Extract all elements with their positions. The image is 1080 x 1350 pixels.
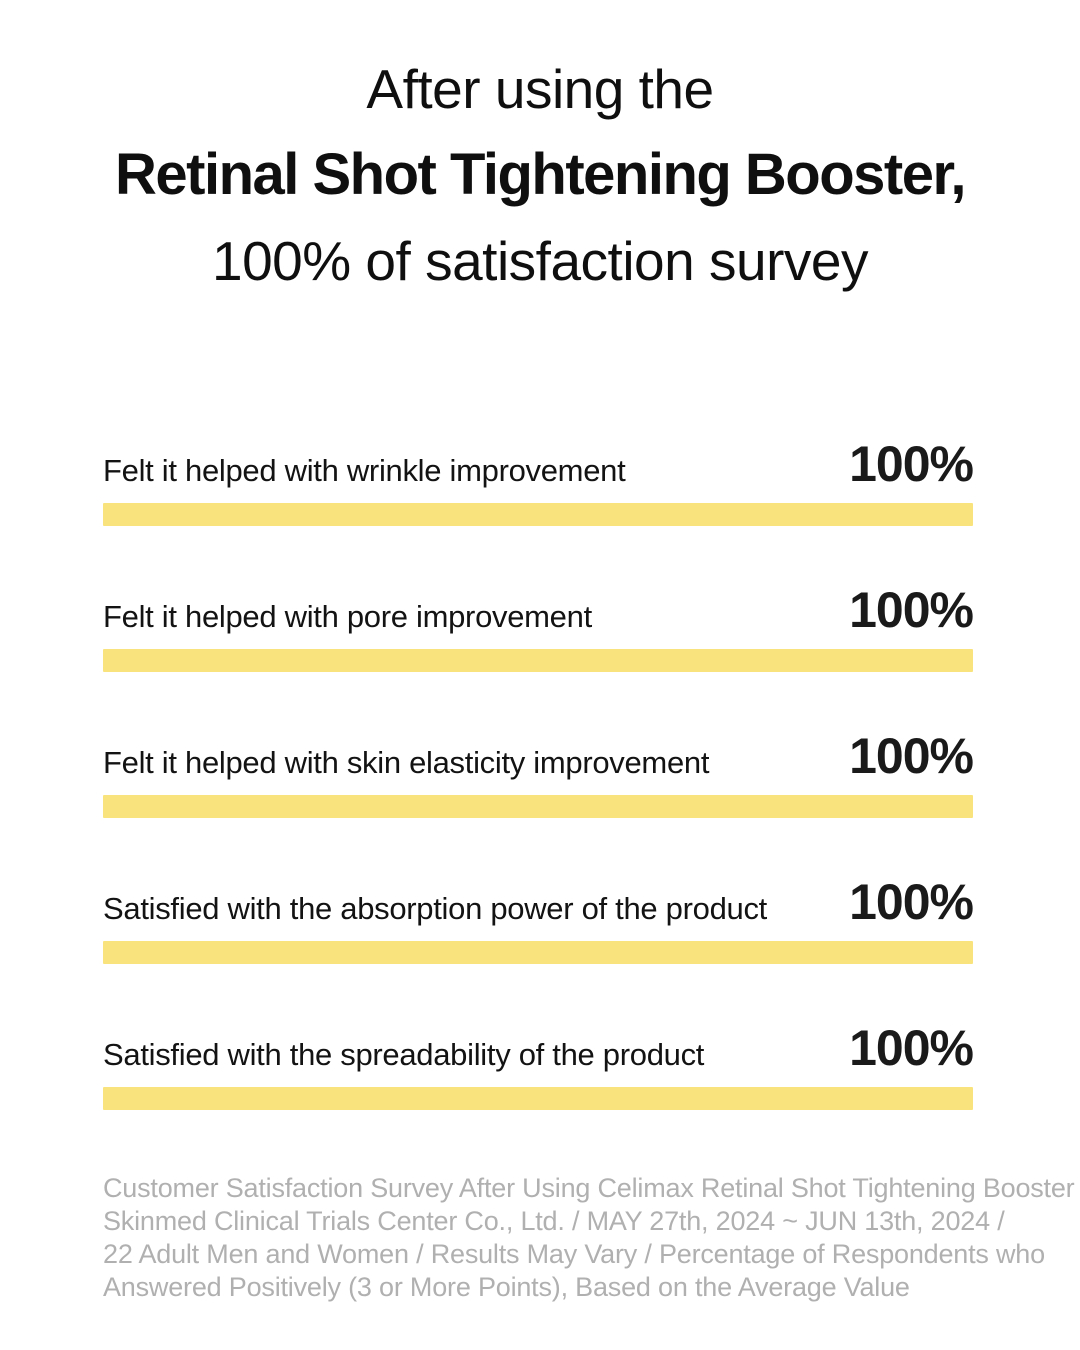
survey-bar-track <box>103 503 973 526</box>
survey-bar-track <box>103 795 973 818</box>
survey-results-list: Felt it helped with wrinkle improvement … <box>0 438 1080 1110</box>
survey-item-bar <box>103 503 973 526</box>
survey-bar-track <box>103 941 973 964</box>
survey-item-bar <box>103 941 973 964</box>
survey-row-text: Felt it helped with skin elasticity impr… <box>103 728 974 784</box>
survey-row-text: Satisfied with the absorption power of t… <box>103 874 974 930</box>
survey-row: Felt it helped with wrinkle improvement … <box>103 436 974 526</box>
survey-row: Satisfied with the absorption power of t… <box>103 874 974 964</box>
survey-item-bar <box>103 795 973 818</box>
survey-row-text: Felt it helped with pore improvement 100… <box>103 582 974 638</box>
footnote-line: Customer Satisfaction Survey After Using… <box>103 1173 1080 1203</box>
title-line-3: 100% of satisfaction survey <box>211 230 869 292</box>
survey-item-label: Satisfied with the absorption power of t… <box>103 891 767 926</box>
survey-bar-track <box>103 649 973 672</box>
survey-item-label: Satisfied with the spreadability of the … <box>103 1037 705 1072</box>
footnote-line: 22 Adult Men and Women / Results May Var… <box>103 1239 1045 1269</box>
survey-item-value: 100% <box>849 728 974 784</box>
survey-disclaimer: Customer Satisfaction Survey After Using… <box>103 1172 1080 1304</box>
page-title: After using the Retinal Shot Tightening … <box>0 0 1080 304</box>
survey-row: Satisfied with the spreadability of the … <box>103 1020 974 1110</box>
title-line-1: After using the <box>366 58 714 120</box>
survey-item-value: 100% <box>849 436 974 492</box>
survey-item-value: 100% <box>849 874 974 930</box>
survey-item-bar <box>103 649 973 672</box>
survey-item-label: Felt it helped with skin elasticity impr… <box>103 745 710 780</box>
title-line-2-product-name: Retinal Shot Tightening Booster, <box>115 142 966 207</box>
survey-item-bar <box>103 1087 973 1110</box>
survey-row-text: Satisfied with the spreadability of the … <box>103 1020 974 1076</box>
survey-row-text: Felt it helped with wrinkle improvement … <box>103 436 974 492</box>
footnote-line: Answered Positively (3 or More Points), … <box>103 1272 910 1302</box>
survey-item-value: 100% <box>849 1020 974 1076</box>
survey-item-label: Felt it helped with pore improvement <box>103 599 592 634</box>
survey-row: Felt it helped with skin elasticity impr… <box>103 728 974 818</box>
survey-row: Felt it helped with pore improvement 100… <box>103 582 974 672</box>
survey-item-label: Felt it helped with wrinkle improvement <box>103 453 626 488</box>
footnote-line: Skinmed Clinical Trials Center Co., Ltd.… <box>103 1206 1005 1236</box>
survey-item-value: 100% <box>849 582 974 638</box>
survey-bar-track <box>103 1087 973 1110</box>
